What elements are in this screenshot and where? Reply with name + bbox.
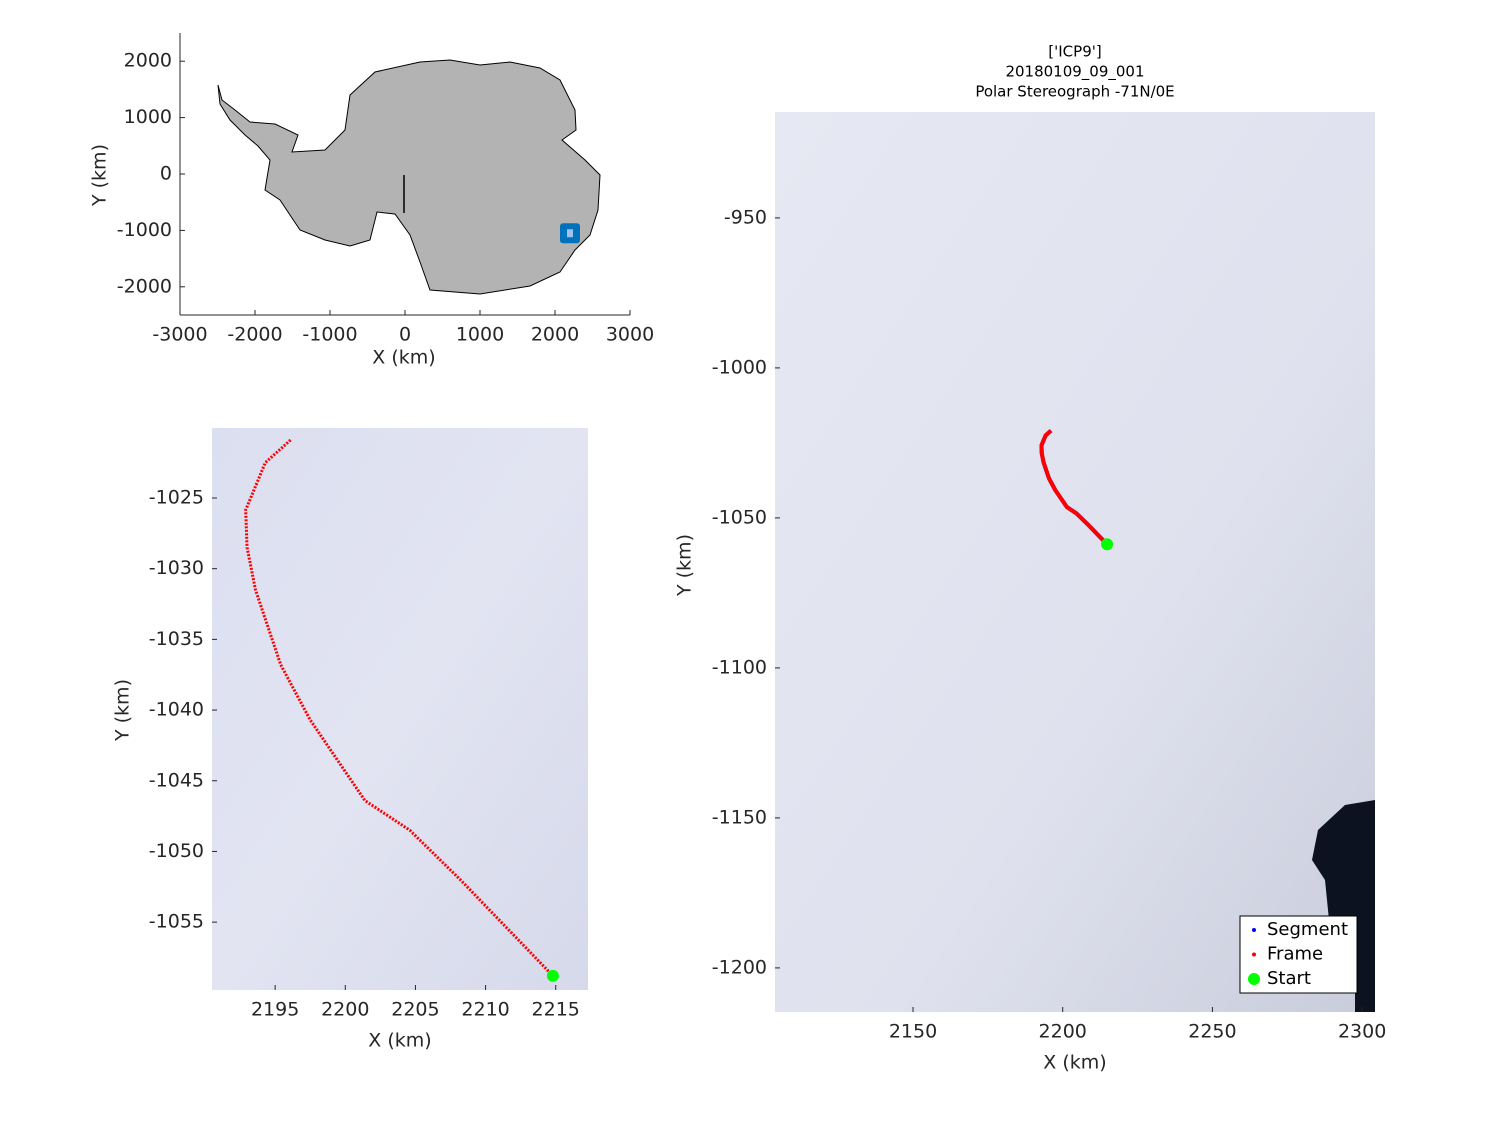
y-tick-label: -1035: [149, 628, 204, 650]
x-tick-label: 2195: [251, 999, 299, 1021]
y-tick-label: -1150: [712, 806, 767, 828]
x-tick-label: 2215: [532, 999, 580, 1021]
y-tick-label: -1055: [149, 911, 204, 933]
legend-label: Frame: [1267, 944, 1323, 965]
y-tick-label: -1025: [149, 486, 204, 508]
start-marker: [546, 969, 559, 982]
y-tick-label: -1000: [117, 219, 172, 241]
x-tick-label: -2000: [227, 324, 282, 346]
background-image: [212, 428, 588, 990]
x-tick-label: 2200: [321, 999, 369, 1021]
coastline: [217, 59, 601, 295]
x-tick-label: 1000: [456, 324, 504, 346]
y-tick-label: -950: [724, 206, 767, 228]
y-tick-label: 1000: [124, 106, 172, 128]
x-tick-label: 2205: [391, 999, 439, 1021]
x-axis-label: X (km): [368, 1030, 431, 1052]
y-axis-label: Y (km): [112, 679, 134, 742]
x-axis-label: X (km): [1043, 1052, 1106, 1074]
x-tick-label: 2150: [889, 1021, 937, 1043]
x-tick-label: 2250: [1188, 1021, 1236, 1043]
location-inner: [567, 229, 573, 238]
legend-swatch: [1252, 928, 1256, 932]
x-tick-label: 2000: [531, 324, 579, 346]
y-tick-label: -1030: [149, 557, 204, 579]
y-tick-label: -1100: [712, 656, 767, 678]
start-marker: [1101, 538, 1114, 551]
open-water: [1355, 958, 1375, 1012]
chart-title: Polar Stereograph -71N/0E: [975, 83, 1174, 101]
legend-swatch: [1248, 973, 1260, 985]
x-tick-label: 2200: [1039, 1021, 1087, 1043]
y-axis-label: Y (km): [674, 534, 696, 597]
legend-label: Start: [1267, 968, 1311, 989]
chart-title: ['ICP9']: [1048, 43, 1101, 61]
y-tick-label: 2000: [124, 50, 172, 72]
x-tick-label: -3000: [152, 324, 207, 346]
x-axis-label: X (km): [372, 347, 435, 369]
background-image: [775, 112, 1375, 1012]
x-tick-label: -1000: [302, 324, 357, 346]
y-tick-label: -2000: [117, 275, 172, 297]
y-tick-label: 0: [160, 163, 172, 185]
x-tick-label: 2300: [1338, 1021, 1386, 1043]
y-tick-label: -1200: [712, 956, 767, 978]
y-tick-label: -1050: [149, 840, 204, 862]
open-water: [1312, 800, 1375, 960]
track: [1039, 429, 1109, 546]
y-tick-label: -1040: [149, 699, 204, 721]
chart-title: 20180109_09_001: [1005, 63, 1144, 82]
y-axis-label: Y (km): [89, 144, 111, 207]
x-tick-label: 2210: [461, 999, 509, 1021]
legend-swatch: [1252, 952, 1256, 957]
x-tick-label: 3000: [606, 324, 654, 346]
legend-label: Segment: [1267, 919, 1348, 940]
y-tick-label: -1050: [712, 506, 767, 528]
x-tick-label: 0: [399, 324, 411, 346]
y-tick-label: -1045: [149, 769, 204, 791]
y-tick-label: -1000: [712, 356, 767, 378]
